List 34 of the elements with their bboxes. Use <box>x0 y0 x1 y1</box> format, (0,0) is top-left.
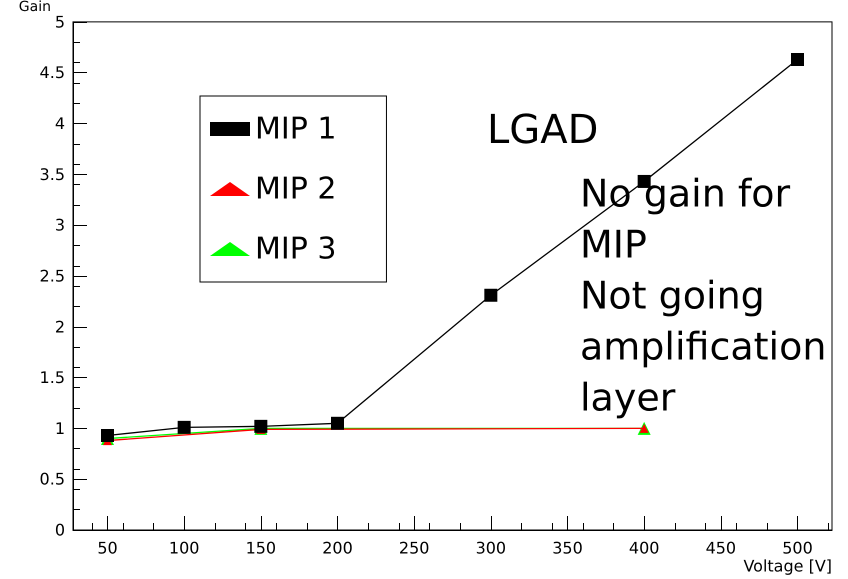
y-tick-label: 0 <box>54 520 65 540</box>
y-tick-label: 2 <box>54 317 65 336</box>
legend-label: MIP 3 <box>255 232 336 266</box>
x-tick-label: 50 <box>97 538 118 558</box>
point <box>331 416 344 430</box>
annotation: No gain for MIP <box>580 172 802 266</box>
point <box>101 428 114 442</box>
x-tick-label: 150 <box>246 538 276 558</box>
legend-label: MIP 2 <box>255 172 336 206</box>
y-tick-label: 4.5 <box>40 63 65 82</box>
y-axis-title: Gain <box>18 0 51 15</box>
point <box>791 53 804 66</box>
y-tick-label: 5 <box>54 12 65 32</box>
y-tick-label: 3 <box>54 216 65 235</box>
x-tick-label: 450 <box>706 538 736 558</box>
annotation: Not going amplification layer <box>580 274 839 420</box>
y-tick-label: 1 <box>54 418 65 438</box>
x-tick-label: 400 <box>628 538 660 558</box>
point <box>484 288 498 302</box>
x-tick-label: 200 <box>322 538 353 558</box>
y-tick-label: 1.5 <box>40 368 65 388</box>
x-tick-label: 350 <box>552 538 583 558</box>
x-tick-label: 250 <box>398 538 430 558</box>
annotation: LGAD <box>487 107 598 153</box>
y-tick-label: 2.5 <box>40 266 65 286</box>
x-axis-title: Voltage [V] <box>743 556 832 576</box>
x-tick-label: 100 <box>168 538 200 558</box>
point <box>178 420 191 434</box>
x-tick-label: 300 <box>476 538 506 558</box>
x-tick-label: 500 <box>782 538 813 558</box>
y-tick-label: 3.5 <box>40 164 65 184</box>
y-tick-label: 4 <box>54 114 65 134</box>
y-tick-label: 0.5 <box>40 470 65 489</box>
legend-label: MIP 1 <box>255 112 336 146</box>
